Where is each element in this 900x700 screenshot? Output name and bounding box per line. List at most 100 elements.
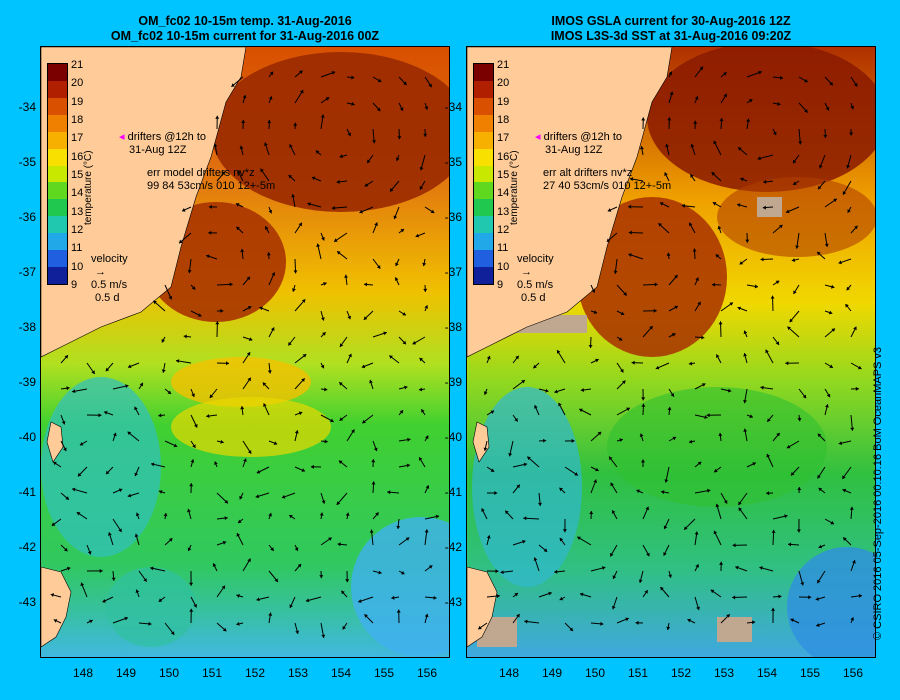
current-vector-head bbox=[690, 174, 694, 178]
current-vector-head bbox=[666, 626, 671, 630]
colorbar-tick-label: 19 bbox=[71, 95, 84, 108]
satellite-map-graphic bbox=[467, 47, 875, 657]
current-vector-head bbox=[767, 418, 771, 422]
current-vector-head bbox=[361, 364, 366, 369]
current-vector-head bbox=[784, 514, 788, 519]
current-vector-head bbox=[595, 358, 599, 363]
current-vector-head bbox=[264, 142, 268, 146]
current-vector-head bbox=[66, 386, 70, 391]
current-vector-head bbox=[545, 388, 549, 393]
current-vector-head bbox=[336, 501, 341, 505]
current-vector-head bbox=[390, 188, 394, 192]
current-vector-head bbox=[289, 604, 293, 608]
current-vector-head bbox=[197, 313, 202, 317]
current-vector-head bbox=[483, 447, 488, 451]
current-vector-head bbox=[687, 618, 691, 623]
current-vector-head bbox=[424, 529, 429, 533]
current-vector-head bbox=[77, 472, 82, 477]
current-vector-head bbox=[830, 520, 834, 525]
current-vector-head bbox=[800, 582, 805, 586]
current-vector-head bbox=[189, 483, 194, 487]
current-vector-head bbox=[559, 596, 564, 601]
colorbar-segment bbox=[48, 233, 67, 251]
current-vector-head bbox=[486, 355, 491, 360]
current-vector-head bbox=[816, 623, 820, 627]
current-vector-head bbox=[98, 413, 102, 418]
latitude-tick-label: -39 bbox=[18, 375, 36, 389]
current-vector-head bbox=[766, 454, 771, 458]
current-vector-head bbox=[425, 435, 429, 440]
current-vector-head bbox=[523, 462, 528, 467]
current-vector-head bbox=[338, 460, 343, 464]
current-vector-head bbox=[771, 529, 776, 533]
current-vector-head bbox=[364, 183, 369, 187]
latitude-tick-label: -37 bbox=[444, 265, 462, 279]
current-vector-head bbox=[291, 194, 296, 198]
current-vector-head bbox=[777, 102, 781, 106]
current-vector-head bbox=[797, 487, 802, 491]
latitude-tick-label: -36 bbox=[444, 210, 462, 224]
current-vector-head bbox=[208, 204, 212, 209]
current-vector-head bbox=[669, 91, 674, 96]
current-vector-head bbox=[823, 134, 828, 138]
current-vector-head bbox=[372, 140, 376, 144]
current-vector-head bbox=[393, 215, 398, 220]
current-vector-head bbox=[124, 616, 128, 621]
current-vector-head bbox=[671, 333, 676, 337]
current-vector-head bbox=[641, 403, 646, 407]
current-vector-head bbox=[339, 417, 344, 421]
current-vector-head bbox=[762, 205, 766, 210]
current-vector-head bbox=[189, 608, 194, 612]
current-vector-head bbox=[91, 370, 95, 374]
current-vector-head bbox=[713, 140, 717, 145]
current-vector-head bbox=[766, 491, 770, 496]
current-vector-head bbox=[718, 321, 723, 325]
error-stats-line1: err model drifters nv*z bbox=[147, 167, 255, 179]
current-vector-head bbox=[61, 420, 66, 425]
current-vector-head bbox=[364, 614, 368, 618]
current-vector-head bbox=[613, 270, 618, 274]
current-vector-head bbox=[701, 383, 706, 387]
current-vector-head bbox=[693, 120, 698, 124]
current-vector-head bbox=[622, 380, 626, 385]
current-vector-head bbox=[486, 535, 491, 539]
current-vector-head bbox=[825, 107, 830, 111]
colorbar-tick-label: 9 bbox=[497, 279, 504, 291]
current-vector-head bbox=[514, 593, 518, 597]
current-vector-head bbox=[428, 565, 433, 569]
current-vector-head bbox=[269, 71, 274, 76]
longitude-tick-label: 153 bbox=[713, 666, 735, 680]
current-vector-head bbox=[183, 334, 187, 339]
current-vector-head bbox=[694, 531, 699, 535]
current-vector-head bbox=[798, 141, 803, 145]
current-vector-head bbox=[240, 406, 245, 410]
current-vector-head bbox=[221, 585, 225, 590]
colorbar-tick-label: 16 bbox=[71, 150, 84, 163]
current-vector-head bbox=[833, 198, 837, 203]
current-vector-head bbox=[481, 508, 485, 512]
colorbar-segment bbox=[474, 64, 493, 82]
current-vector-head bbox=[63, 447, 67, 452]
colorbar-tick-label: 18 bbox=[497, 114, 510, 126]
current-vector-head bbox=[247, 450, 252, 454]
current-vector-head bbox=[419, 387, 423, 392]
current-vector-head bbox=[220, 308, 224, 313]
current-vector-head bbox=[330, 418, 334, 423]
current-vector-head bbox=[817, 433, 822, 438]
current-vector-head bbox=[215, 115, 220, 119]
current-vector-head bbox=[663, 525, 668, 530]
current-vector-head bbox=[220, 439, 224, 444]
velocity-arrow-icon: → bbox=[95, 266, 106, 278]
current-vector-head bbox=[51, 522, 56, 526]
current-vector-head bbox=[72, 487, 76, 492]
current-vector-head bbox=[151, 462, 155, 467]
current-vector-head bbox=[428, 83, 432, 88]
current-vector-head bbox=[415, 233, 420, 238]
drifters-label: ◂ drifters @12h to 31-Aug 12Z bbox=[119, 131, 206, 157]
current-vector-head bbox=[558, 402, 562, 407]
model-temperature-map: temperature (°C) ◂ drifters @12h to 31-A… bbox=[40, 46, 450, 658]
current-vector-head bbox=[562, 529, 567, 533]
current-vector-head bbox=[235, 203, 240, 207]
current-vector-head bbox=[664, 172, 668, 176]
current-vector-head bbox=[696, 606, 700, 610]
